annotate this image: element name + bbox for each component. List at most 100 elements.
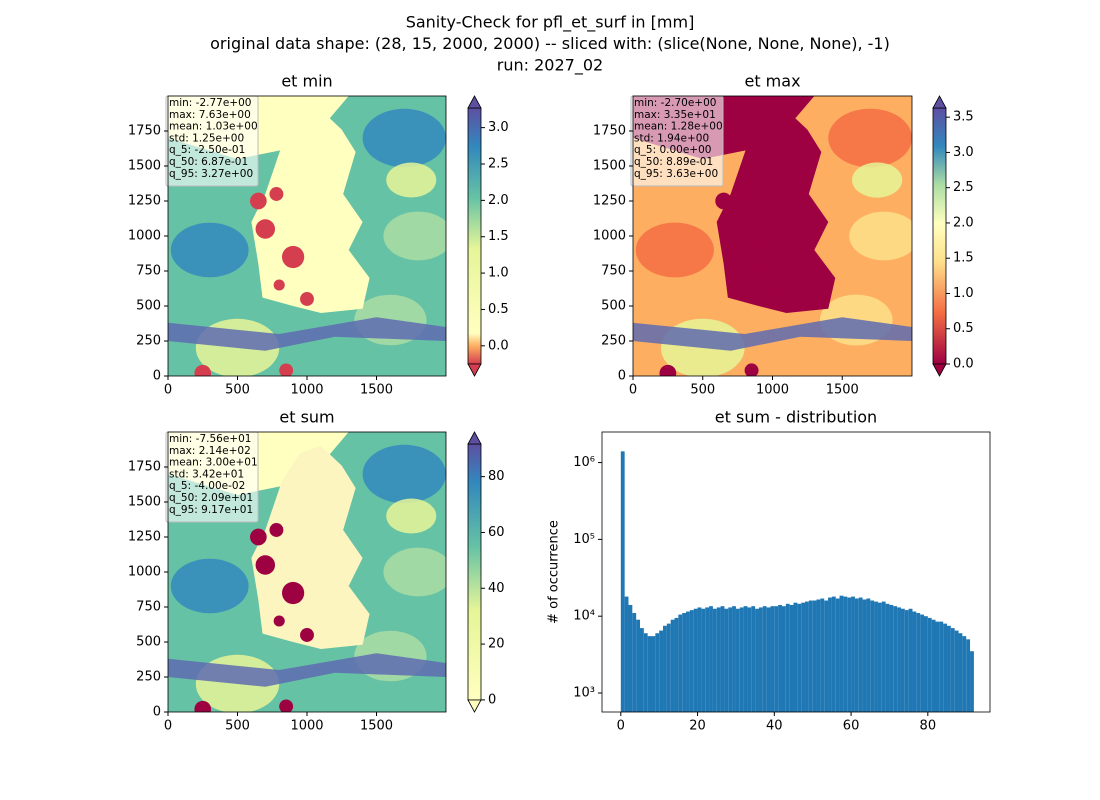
stats-line: q_5: 0.00e+00: [634, 144, 711, 156]
colorbar-extend: [932, 95, 947, 109]
y-tick-label: 10⁶: [573, 455, 595, 470]
colorbar-tick-label: 80: [488, 469, 505, 484]
histogram-bar: [935, 621, 940, 712]
image-blob: [273, 279, 285, 291]
y-tick-label: 0: [618, 369, 626, 384]
histogram-bar: [785, 603, 790, 712]
histogram-bar: [739, 607, 744, 712]
image-blob: [720, 219, 741, 239]
image-region: [828, 108, 912, 168]
stats-line: q_5: -2.50e-01: [169, 144, 245, 156]
histogram-bar: [758, 607, 763, 712]
histogram-bar: [735, 608, 740, 712]
image-region: [170, 558, 249, 614]
image-blob: [194, 700, 212, 712]
histogram-bar: [624, 596, 629, 712]
image-blob: [281, 245, 305, 269]
x-tick-label: 500: [225, 383, 250, 398]
x-tick-label: 1000: [290, 719, 323, 734]
y-tick-label: 500: [136, 299, 161, 314]
colorbar-extend: [467, 431, 482, 445]
histogram-bar: [881, 601, 886, 712]
image-blob: [255, 219, 276, 239]
image-blob: [250, 528, 267, 546]
histogram-bar: [797, 603, 802, 712]
histogram-bar: [778, 604, 782, 712]
colorbar-extend: [467, 95, 482, 109]
image-blob: [300, 292, 314, 306]
histogram-bar: [693, 608, 698, 712]
histogram-bar: [816, 599, 821, 712]
histogram-bar: [920, 614, 924, 712]
image-blob: [279, 699, 294, 712]
histogram-bar: [689, 610, 694, 712]
y-tick-label: 750: [136, 600, 161, 615]
image-blob: [194, 364, 212, 376]
image-band: [633, 317, 912, 351]
colorbar-tick-label: 1.5: [488, 229, 509, 244]
histogram-bar: [943, 623, 948, 712]
x-tick-label: 0: [164, 383, 172, 398]
y-tick-label: 1500: [128, 495, 161, 510]
histogram-bar: [916, 613, 921, 712]
histogram-bar: [724, 608, 729, 712]
histogram-bar: [651, 636, 656, 712]
histogram-bar: [908, 608, 913, 712]
image-region: [170, 222, 249, 278]
histogram-bar: [789, 604, 794, 712]
y-tick-label: 1750: [593, 124, 626, 139]
histogram-bar: [885, 603, 890, 712]
stats-line: q_95: 3.63e+00: [634, 168, 718, 180]
x-tick-label: 500: [225, 719, 250, 734]
image-blob: [744, 363, 759, 376]
histogram-bar: [655, 633, 660, 712]
colorbar: [467, 107, 482, 365]
stats-line: mean: 1.03e+00: [169, 121, 258, 133]
histogram-bar: [927, 617, 932, 712]
histogram-bar: [835, 598, 840, 712]
stats-line: q_95: 3.27e+00: [169, 168, 253, 180]
image-land: [251, 446, 370, 649]
x-tick-label: 1500: [360, 383, 393, 398]
histogram-bar: [812, 600, 817, 712]
histogram-bar: [808, 600, 813, 712]
histogram-bar: [900, 608, 905, 712]
histogram-bar: [632, 613, 637, 712]
image-blob: [269, 187, 284, 201]
histogram-bar: [781, 606, 786, 712]
y-tick-label: 250: [136, 670, 161, 685]
image-region: [362, 108, 446, 168]
y-tick-label: 1250: [593, 194, 626, 209]
stats-line: mean: 1.28e+00: [634, 121, 723, 133]
histogram-bar: [659, 630, 664, 712]
histogram-bar: [958, 633, 963, 712]
histogram-bar: [709, 606, 713, 712]
y-tick-label: 10³: [573, 686, 595, 701]
colorbar-tick-label: 2.0: [488, 193, 509, 208]
stats-line: min: -2.77e+00: [169, 97, 251, 109]
y-tick-label: 500: [601, 299, 626, 314]
histogram-bar: [824, 600, 829, 712]
image-region: [852, 162, 903, 198]
colorbar-tick-label: 1.0: [488, 266, 509, 281]
image-blob: [739, 279, 751, 291]
histogram-bar: [831, 596, 836, 712]
histogram-bar: [728, 607, 733, 712]
image-region: [383, 547, 446, 597]
histogram-bar: [643, 633, 648, 712]
y-tick-label: 0: [153, 705, 161, 720]
image-blob: [300, 628, 314, 642]
histogram-bar: [762, 606, 767, 712]
histogram-bar: [893, 606, 898, 712]
stats-line: q_50: 6.87e-01: [169, 156, 248, 168]
x-tick-label: 0: [629, 383, 637, 398]
colorbar: [932, 107, 947, 365]
histogram-bar: [931, 619, 936, 712]
x-tick-label: 1500: [826, 383, 859, 398]
histogram-bar: [663, 625, 667, 712]
image-land: [251, 110, 370, 313]
stats-line: q_50: 2.09e+01: [169, 492, 253, 504]
axes-title: et sum - distribution: [715, 408, 877, 427]
image-region: [362, 444, 446, 504]
colorbar-extend: [932, 363, 947, 377]
